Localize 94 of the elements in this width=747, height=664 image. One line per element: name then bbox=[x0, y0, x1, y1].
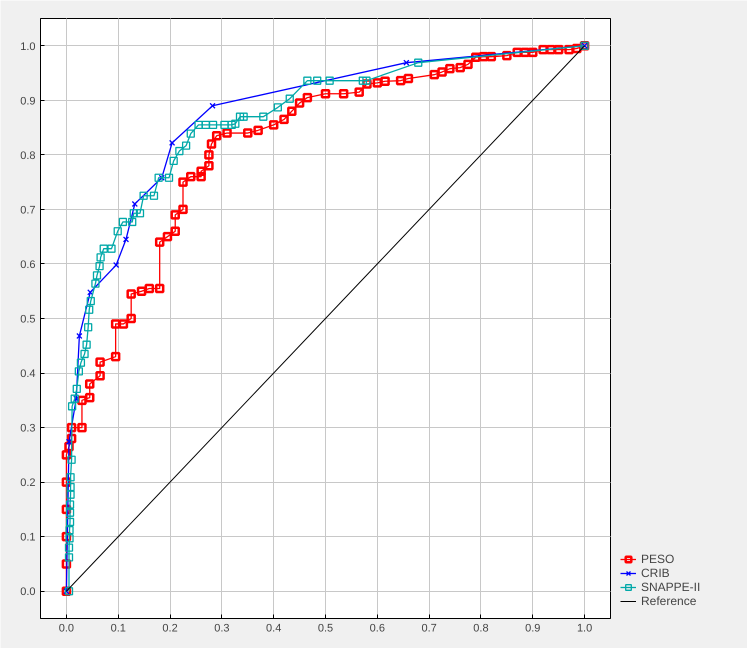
point bbox=[74, 367, 83, 376]
x-tick-label: 1.0 bbox=[576, 622, 592, 634]
point bbox=[236, 112, 244, 121]
point bbox=[70, 394, 79, 403]
point bbox=[122, 236, 130, 243]
point bbox=[158, 174, 165, 181]
x-tick-label: 0.8 bbox=[473, 622, 489, 634]
y-tick-label: 0.1 bbox=[20, 532, 36, 544]
point bbox=[194, 120, 203, 130]
point bbox=[130, 209, 138, 218]
y-tick-label: 0.0 bbox=[20, 586, 36, 598]
y-tick-label: 0.7 bbox=[20, 204, 36, 216]
point bbox=[65, 526, 74, 534]
x-tick-label: 0.0 bbox=[58, 622, 74, 634]
point bbox=[85, 306, 94, 314]
y-tick-label: 0.3 bbox=[20, 422, 36, 435]
point bbox=[114, 227, 122, 236]
point bbox=[66, 473, 75, 482]
x-tick-label: 0.4 bbox=[266, 622, 282, 634]
point bbox=[182, 141, 190, 150]
point bbox=[228, 120, 236, 130]
point bbox=[220, 120, 229, 130]
point bbox=[95, 262, 104, 270]
point bbox=[274, 103, 282, 112]
point bbox=[132, 200, 138, 208]
point bbox=[403, 60, 410, 66]
x-tick-label: 0.5 bbox=[318, 622, 334, 634]
x-tick-label: 0.6 bbox=[370, 622, 385, 634]
point bbox=[170, 156, 178, 166]
legend-label: PESO bbox=[641, 552, 674, 566]
point bbox=[64, 553, 74, 562]
y-tick-label: 0.6 bbox=[20, 258, 36, 271]
point bbox=[73, 396, 80, 402]
point bbox=[66, 500, 74, 509]
point bbox=[175, 146, 184, 156]
point bbox=[113, 262, 120, 268]
point bbox=[96, 253, 105, 262]
point bbox=[64, 543, 74, 552]
legend-label: Reference bbox=[641, 594, 696, 608]
x-tick-label: 0.2 bbox=[162, 622, 178, 634]
point bbox=[209, 102, 216, 109]
point bbox=[150, 192, 158, 200]
point bbox=[208, 120, 218, 130]
point bbox=[66, 438, 72, 445]
x-tick-label: 0.1 bbox=[110, 622, 126, 634]
point bbox=[168, 140, 176, 146]
point bbox=[325, 76, 334, 85]
point bbox=[107, 244, 116, 253]
point bbox=[91, 279, 100, 288]
point bbox=[82, 340, 91, 349]
point bbox=[186, 129, 195, 138]
y-tick-label: 0.2 bbox=[20, 477, 36, 490]
point bbox=[136, 209, 144, 218]
point bbox=[128, 218, 136, 226]
point bbox=[362, 76, 371, 85]
legend-label: CRIB bbox=[641, 566, 670, 580]
point bbox=[84, 323, 92, 332]
x-tick-label: 0.3 bbox=[214, 622, 230, 634]
point bbox=[139, 192, 148, 200]
point bbox=[76, 332, 82, 340]
y-tick-label: 1.0 bbox=[20, 40, 36, 53]
y-tick-label: 0.8 bbox=[20, 150, 36, 162]
legend-label: SNAPPE-II bbox=[641, 580, 700, 594]
y-tick-label: 0.9 bbox=[20, 95, 36, 108]
point bbox=[68, 402, 76, 410]
y-tick-label: 0.5 bbox=[20, 314, 36, 326]
point bbox=[118, 218, 128, 226]
y-tick-label: 0.4 bbox=[20, 368, 36, 380]
point bbox=[414, 58, 422, 67]
point bbox=[154, 174, 163, 182]
point bbox=[231, 120, 240, 128]
point bbox=[80, 350, 89, 358]
point bbox=[164, 174, 174, 182]
point bbox=[303, 76, 312, 85]
point bbox=[66, 508, 74, 517]
point bbox=[313, 76, 322, 85]
point bbox=[66, 490, 75, 499]
point bbox=[92, 271, 102, 280]
point bbox=[286, 94, 294, 103]
point bbox=[66, 482, 75, 492]
x-tick-label: 0.9 bbox=[525, 622, 540, 634]
point bbox=[65, 534, 74, 542]
x-tick-label: 0.7 bbox=[421, 622, 437, 634]
point bbox=[358, 76, 367, 85]
point bbox=[64, 587, 74, 596]
point bbox=[66, 518, 74, 526]
point bbox=[100, 244, 108, 253]
point bbox=[86, 296, 95, 306]
point bbox=[76, 358, 86, 367]
point bbox=[239, 112, 248, 121]
point bbox=[259, 112, 268, 121]
point bbox=[72, 384, 81, 394]
point bbox=[67, 456, 76, 464]
point bbox=[87, 289, 94, 296]
